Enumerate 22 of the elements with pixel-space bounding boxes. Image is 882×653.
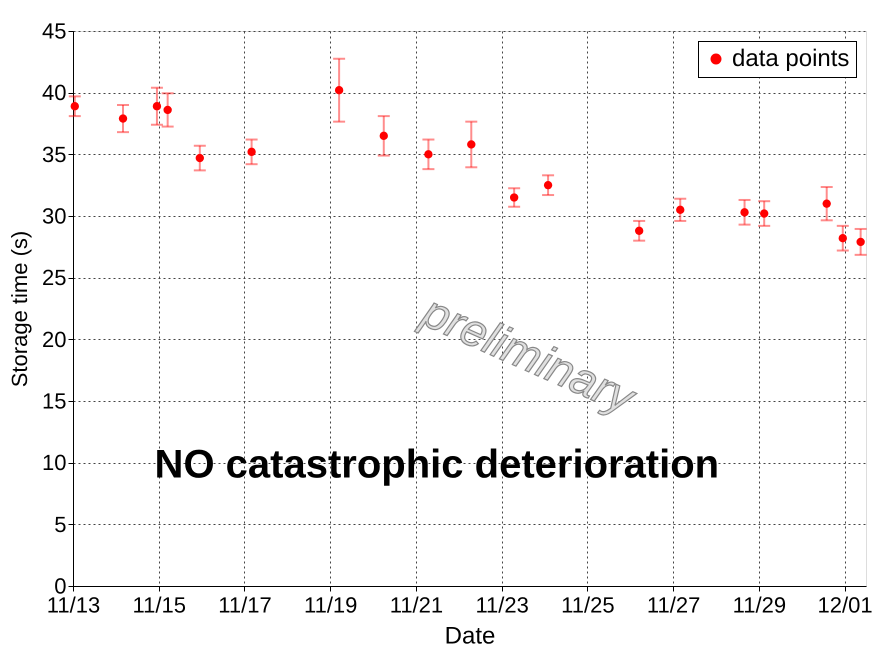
y-tick-label: 15 <box>42 388 66 414</box>
x-tick-label: 11/25 <box>561 592 615 618</box>
x-tick-label: 11/17 <box>218 592 272 618</box>
annotation: NO catastrophic deterioration <box>154 442 720 486</box>
x-tick-label: 11/23 <box>475 592 529 618</box>
x-tick-label: 11/21 <box>390 592 444 618</box>
y-tick-label: 10 <box>42 450 66 476</box>
y-tick-label: 40 <box>42 80 66 106</box>
legend-label: data points <box>732 45 850 72</box>
y-tick-label: 20 <box>42 326 66 352</box>
y-axis-title: Storage time (s) <box>7 230 32 388</box>
x-axis-title: Date <box>444 622 496 650</box>
x-tick-label: 11/19 <box>304 592 358 618</box>
y-tick-label: 35 <box>42 142 66 167</box>
x-tick-label: 11/15 <box>132 592 186 618</box>
y-tick-label: 5 <box>54 512 66 537</box>
x-tick-label: 12/01 <box>818 592 873 618</box>
y-tick-label: 25 <box>42 265 66 290</box>
x-tick-label: 11/29 <box>732 592 786 618</box>
x-tick-label: 11/27 <box>646 592 700 618</box>
y-tick-label: 30 <box>42 204 66 228</box>
y-tick-label: 45 <box>42 18 66 44</box>
